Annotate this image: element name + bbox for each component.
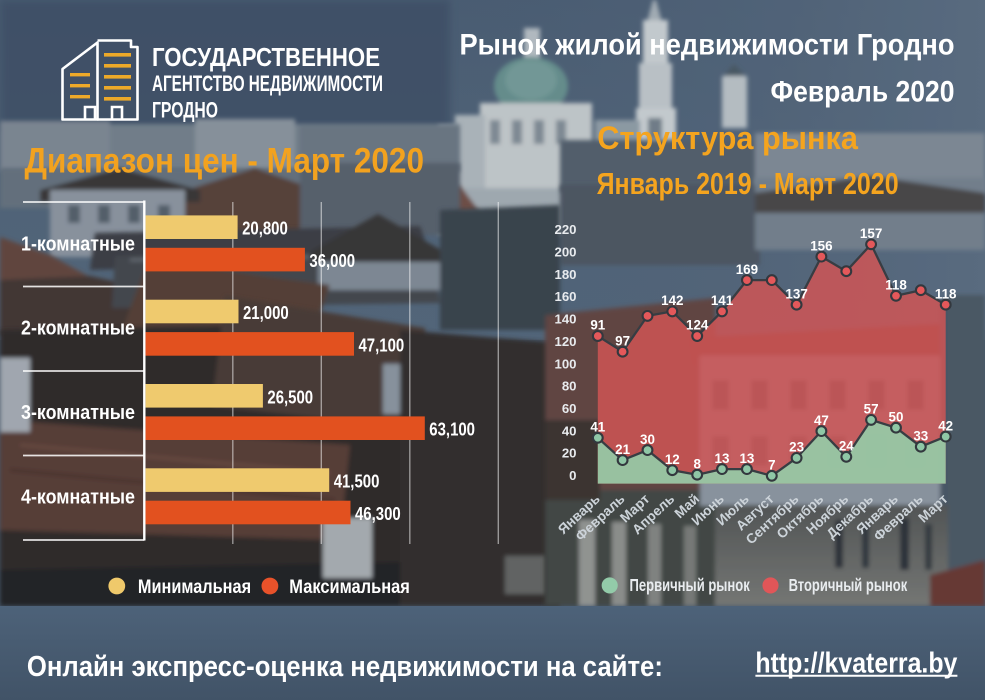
svg-text:157: 157 xyxy=(860,226,882,241)
svg-text:169: 169 xyxy=(736,262,758,277)
svg-text:Минимальная: Минимальная xyxy=(138,576,251,598)
svg-text:3-комнатные: 3-комнатные xyxy=(21,401,135,424)
svg-text:156: 156 xyxy=(810,238,832,253)
svg-text:36,000: 36,000 xyxy=(309,251,355,271)
svg-text:140: 140 xyxy=(554,312,576,327)
svg-text:124: 124 xyxy=(686,318,709,333)
svg-text:13: 13 xyxy=(715,451,730,466)
svg-text:8: 8 xyxy=(693,456,701,471)
svg-text:2-комнатные: 2-комнатные xyxy=(21,317,135,340)
svg-text:24: 24 xyxy=(839,439,854,454)
svg-text:220: 220 xyxy=(554,222,576,237)
svg-text:Максимальная: Максимальная xyxy=(289,576,410,598)
svg-text:АГЕНТСТВО НЕДВИЖИМОСТИ: АГЕНТСТВО НЕДВИЖИМОСТИ xyxy=(152,71,383,96)
svg-text:100: 100 xyxy=(554,356,576,371)
svg-text:21,000: 21,000 xyxy=(243,303,289,323)
svg-text:30: 30 xyxy=(640,432,655,447)
svg-text:Февраль 2020: Февраль 2020 xyxy=(771,75,955,108)
svg-text:12: 12 xyxy=(665,452,680,467)
svg-text:Первичный рынок: Первичный рынок xyxy=(630,575,750,595)
svg-text:118: 118 xyxy=(885,278,907,293)
svg-text:Вторичный рынок: Вторичный рынок xyxy=(789,575,908,595)
svg-text:200: 200 xyxy=(554,245,576,260)
svg-text:91: 91 xyxy=(590,318,605,333)
svg-text:Структура рынка: Структура рынка xyxy=(597,120,858,156)
svg-text:137: 137 xyxy=(785,286,807,301)
svg-text:26,500: 26,500 xyxy=(267,387,313,407)
svg-text:23: 23 xyxy=(789,440,804,455)
svg-text:Март: Март xyxy=(915,491,951,526)
svg-text:118: 118 xyxy=(935,286,957,301)
svg-text:20: 20 xyxy=(562,446,577,461)
svg-text:160: 160 xyxy=(554,289,576,304)
svg-text:47,100: 47,100 xyxy=(359,335,405,355)
svg-text:97: 97 xyxy=(615,333,630,348)
svg-text:ГРОДНО: ГРОДНО xyxy=(152,98,218,123)
svg-text:41: 41 xyxy=(590,420,605,435)
svg-text:Январь 2019 - Март 2020: Январь 2019 - Март 2020 xyxy=(597,166,899,201)
svg-text:141: 141 xyxy=(711,293,734,308)
svg-text:4-комнатные: 4-комнатные xyxy=(21,485,135,508)
svg-text:57: 57 xyxy=(864,402,879,417)
svg-text:42: 42 xyxy=(938,418,953,433)
svg-text:80: 80 xyxy=(562,379,577,394)
svg-text:33: 33 xyxy=(913,428,928,443)
svg-text:Онлайн экспресс-оценка недвижи: Онлайн экспресс-оценка недвижимости на с… xyxy=(27,651,663,683)
svg-text:47: 47 xyxy=(814,413,829,428)
svg-text:50: 50 xyxy=(889,409,904,424)
svg-text:63,100: 63,100 xyxy=(429,420,475,440)
svg-text:20,800: 20,800 xyxy=(242,219,288,239)
svg-text:1-комнатные: 1-комнатные xyxy=(21,232,135,255)
svg-text:0: 0 xyxy=(569,468,576,483)
svg-text:ГОСУДАРСТВЕННОЕ: ГОСУДАРСТВЕННОЕ xyxy=(152,42,380,72)
svg-text:http://kvaterra.by: http://kvaterra.by xyxy=(755,647,957,679)
svg-text:142: 142 xyxy=(661,293,683,308)
svg-text:40: 40 xyxy=(562,423,577,438)
svg-text:180: 180 xyxy=(554,267,576,282)
svg-text:46,300: 46,300 xyxy=(355,504,401,524)
svg-text:120: 120 xyxy=(554,334,576,349)
svg-text:21: 21 xyxy=(615,442,630,457)
svg-text:41,500: 41,500 xyxy=(334,472,380,492)
svg-text:60: 60 xyxy=(562,401,577,416)
svg-text:7: 7 xyxy=(768,458,775,473)
svg-text:Рынок жилой недвижимости Гродн: Рынок жилой недвижимости Гродно xyxy=(460,29,955,62)
svg-text:Диапазон цен - Март 2020: Диапазон цен - Март 2020 xyxy=(25,141,425,181)
svg-text:13: 13 xyxy=(739,451,754,466)
